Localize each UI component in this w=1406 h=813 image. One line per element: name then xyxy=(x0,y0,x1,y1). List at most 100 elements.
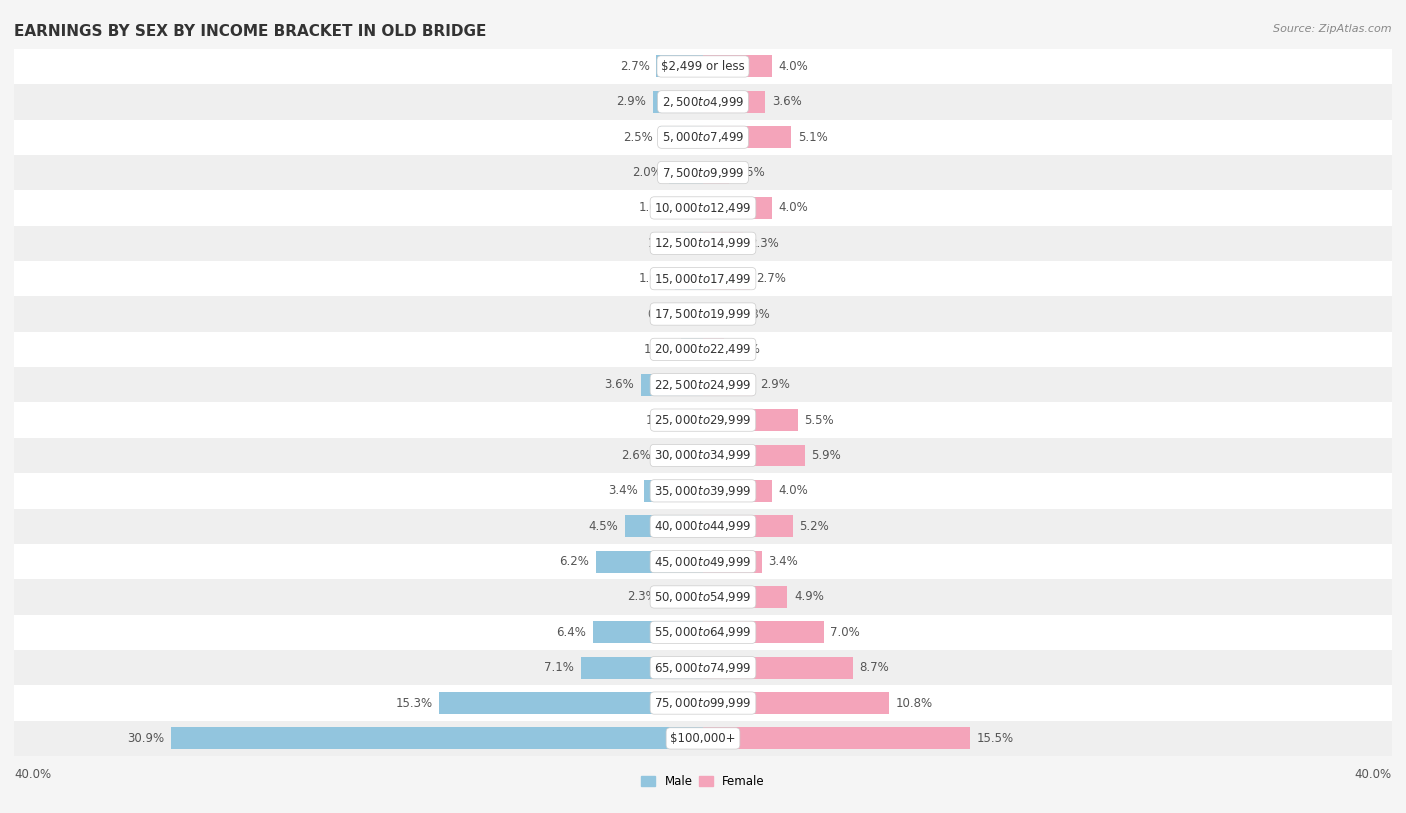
Text: 1.1%: 1.1% xyxy=(647,237,678,250)
Bar xyxy=(440,692,703,714)
Text: 30.9%: 30.9% xyxy=(127,732,165,745)
Text: 15.5%: 15.5% xyxy=(977,732,1014,745)
Text: 40.0%: 40.0% xyxy=(1355,768,1392,781)
Text: 5.1%: 5.1% xyxy=(797,131,828,144)
Bar xyxy=(703,515,793,537)
Bar xyxy=(14,367,1392,402)
Bar xyxy=(703,374,754,396)
Text: $35,000 to $39,999: $35,000 to $39,999 xyxy=(654,484,752,498)
Bar xyxy=(14,437,1392,473)
Text: 3.6%: 3.6% xyxy=(605,378,634,391)
Text: 4.0%: 4.0% xyxy=(779,60,808,73)
Text: $20,000 to $22,499: $20,000 to $22,499 xyxy=(654,342,752,356)
Text: $22,500 to $24,999: $22,500 to $24,999 xyxy=(654,378,752,392)
Text: $100,000+: $100,000+ xyxy=(671,732,735,745)
Text: 4.0%: 4.0% xyxy=(779,202,808,215)
Bar xyxy=(657,55,703,77)
Text: 6.2%: 6.2% xyxy=(560,555,589,568)
Bar xyxy=(703,91,765,113)
Bar xyxy=(681,338,703,360)
Bar xyxy=(703,550,762,572)
Text: 2.7%: 2.7% xyxy=(620,60,650,73)
Bar xyxy=(703,126,790,148)
Text: 3.6%: 3.6% xyxy=(772,95,801,108)
Text: 1.8%: 1.8% xyxy=(741,307,770,320)
Bar xyxy=(703,338,724,360)
Bar xyxy=(664,586,703,608)
Text: 2.9%: 2.9% xyxy=(616,95,647,108)
Text: 1.2%: 1.2% xyxy=(645,414,675,427)
Legend: Male, Female: Male, Female xyxy=(637,770,769,793)
Bar xyxy=(641,374,703,396)
Text: $75,000 to $99,999: $75,000 to $99,999 xyxy=(654,696,752,710)
Text: 2.6%: 2.6% xyxy=(621,449,651,462)
Bar xyxy=(14,85,1392,120)
Bar xyxy=(703,621,824,643)
Text: 2.7%: 2.7% xyxy=(756,272,786,285)
Text: $30,000 to $34,999: $30,000 to $34,999 xyxy=(654,449,752,463)
Text: 4.9%: 4.9% xyxy=(794,590,824,603)
Bar xyxy=(14,297,1392,332)
Bar xyxy=(703,480,772,502)
Text: $17,500 to $19,999: $17,500 to $19,999 xyxy=(654,307,752,321)
Bar xyxy=(703,233,742,254)
Text: 1.6%: 1.6% xyxy=(638,202,669,215)
Text: 2.3%: 2.3% xyxy=(627,590,657,603)
Text: 1.3%: 1.3% xyxy=(644,343,673,356)
Text: 15.3%: 15.3% xyxy=(395,697,433,710)
Bar xyxy=(14,49,1392,85)
Bar xyxy=(703,162,728,184)
Text: 2.3%: 2.3% xyxy=(749,237,779,250)
Bar xyxy=(593,621,703,643)
Text: 4.0%: 4.0% xyxy=(779,485,808,498)
Bar xyxy=(703,586,787,608)
Text: $40,000 to $44,999: $40,000 to $44,999 xyxy=(654,520,752,533)
Text: 10.8%: 10.8% xyxy=(896,697,934,710)
Bar xyxy=(596,550,703,572)
Text: 0.67%: 0.67% xyxy=(647,307,685,320)
Bar xyxy=(685,233,703,254)
Bar xyxy=(14,261,1392,297)
Bar xyxy=(14,155,1392,190)
Bar xyxy=(170,728,703,750)
Bar xyxy=(652,91,703,113)
Text: $25,000 to $29,999: $25,000 to $29,999 xyxy=(654,413,752,427)
Text: 6.4%: 6.4% xyxy=(555,626,586,639)
Bar xyxy=(675,267,703,289)
Text: 5.9%: 5.9% xyxy=(811,449,841,462)
Bar xyxy=(703,303,734,325)
Bar xyxy=(703,55,772,77)
Bar xyxy=(659,126,703,148)
Text: 40.0%: 40.0% xyxy=(14,768,51,781)
Text: 1.2%: 1.2% xyxy=(731,343,761,356)
Bar xyxy=(692,303,703,325)
Text: 1.5%: 1.5% xyxy=(735,166,765,179)
Text: $7,500 to $9,999: $7,500 to $9,999 xyxy=(662,166,744,180)
Bar xyxy=(14,509,1392,544)
Text: $55,000 to $64,999: $55,000 to $64,999 xyxy=(654,625,752,639)
Text: 4.5%: 4.5% xyxy=(589,520,619,533)
Bar xyxy=(14,650,1392,685)
Bar xyxy=(658,445,703,467)
Bar xyxy=(626,515,703,537)
Text: $15,000 to $17,499: $15,000 to $17,499 xyxy=(654,272,752,285)
Bar xyxy=(675,197,703,219)
Text: 2.5%: 2.5% xyxy=(623,131,652,144)
Text: 2.9%: 2.9% xyxy=(759,378,790,391)
Text: Source: ZipAtlas.com: Source: ZipAtlas.com xyxy=(1274,24,1392,34)
Bar xyxy=(703,728,970,750)
Text: 3.4%: 3.4% xyxy=(769,555,799,568)
Bar xyxy=(703,409,797,431)
Text: 2.0%: 2.0% xyxy=(631,166,662,179)
Bar xyxy=(14,120,1392,155)
Text: 8.7%: 8.7% xyxy=(859,661,890,674)
Text: 5.2%: 5.2% xyxy=(800,520,830,533)
Text: $5,000 to $7,499: $5,000 to $7,499 xyxy=(662,130,744,144)
Bar xyxy=(14,402,1392,437)
Text: 7.1%: 7.1% xyxy=(544,661,574,674)
Text: $2,500 to $4,999: $2,500 to $4,999 xyxy=(662,95,744,109)
Bar xyxy=(669,162,703,184)
Bar xyxy=(703,692,889,714)
Bar xyxy=(682,409,703,431)
Bar xyxy=(703,445,804,467)
